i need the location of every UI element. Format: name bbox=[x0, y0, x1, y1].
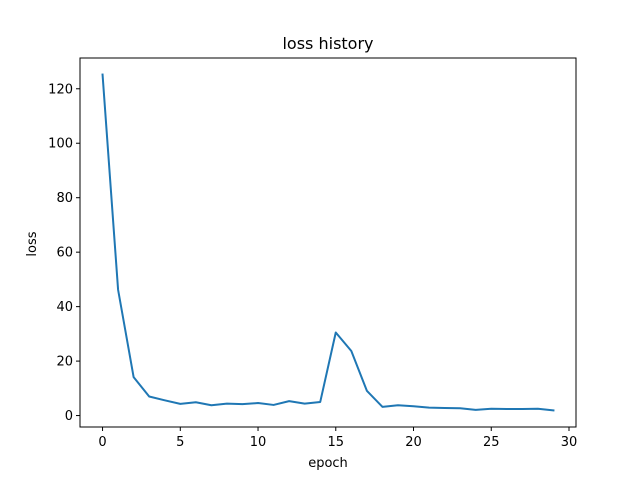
y-tick-label: 40 bbox=[56, 300, 73, 315]
y-tick-label: 20 bbox=[56, 355, 73, 370]
y-axis-label: loss bbox=[25, 231, 40, 256]
y-tick-label: 80 bbox=[56, 191, 73, 206]
x-tick-label: 20 bbox=[405, 435, 422, 450]
plot-area: 0 5 10 15 20 25 30 0 20 40 60 80 100 120 bbox=[48, 57, 577, 450]
x-tick-label: 30 bbox=[561, 435, 578, 450]
x-tick-label: 25 bbox=[483, 435, 500, 450]
x-axis-ticks: 0 5 10 15 20 25 30 bbox=[98, 427, 577, 450]
chart-title: loss history bbox=[282, 34, 373, 53]
y-axis-ticks: 0 20 40 60 80 100 120 bbox=[48, 82, 80, 424]
y-tick-label: 0 bbox=[65, 409, 73, 424]
x-axis-label: epoch bbox=[308, 456, 348, 471]
y-tick-label: 100 bbox=[48, 137, 73, 152]
series-line bbox=[101, 73, 555, 412]
x-tick-label: 5 bbox=[176, 435, 184, 450]
y-tick-label: 60 bbox=[56, 246, 73, 261]
axes-frame bbox=[79, 57, 577, 428]
x-tick-label: 0 bbox=[98, 435, 106, 450]
x-tick-label: 15 bbox=[328, 435, 345, 450]
x-tick-label: 10 bbox=[250, 435, 267, 450]
y-tick-label: 120 bbox=[48, 82, 73, 97]
